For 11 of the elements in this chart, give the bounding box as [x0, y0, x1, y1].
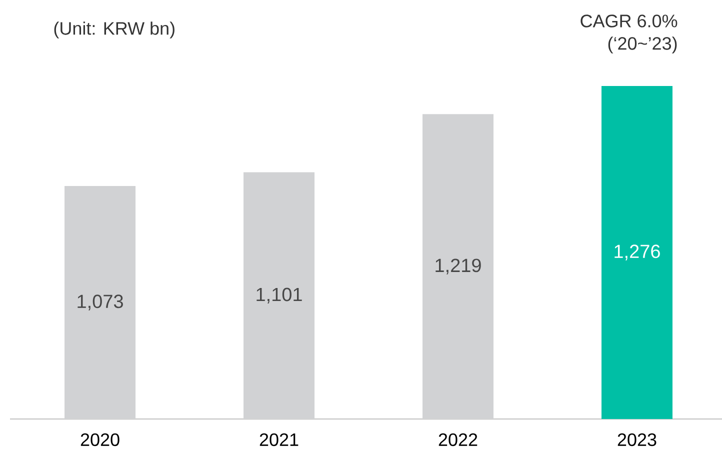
data-label: 1,101 [256, 288, 302, 304]
data-label: 1,073 [78, 294, 123, 310]
x-tick-label: 2020 [80, 433, 120, 446]
chart-subtitle: (Unit: KRW bn) [54, 22, 174, 38]
data-label: 1,219 [436, 258, 481, 274]
x-tick-label: 2022 [438, 433, 478, 446]
data-label: 1,276 [614, 244, 660, 260]
text: (‘20~’23) [608, 36, 677, 54]
text: CAGR 6.0% [580, 14, 678, 28]
x-tick-label: 2023 [618, 433, 656, 446]
x-tick-label: 2021 [260, 433, 298, 446]
